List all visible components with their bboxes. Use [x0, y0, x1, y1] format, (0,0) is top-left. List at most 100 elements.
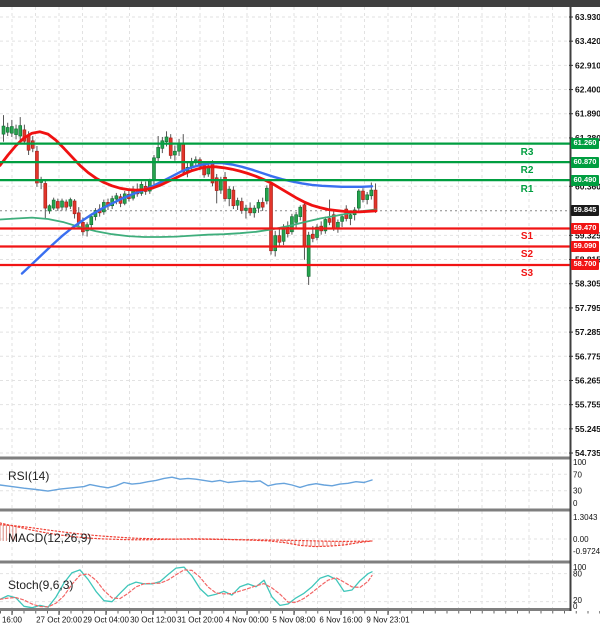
candle-body — [227, 188, 232, 199]
top-border — [0, 0, 600, 7]
time-tick-label: 4 Nov 00:00 — [225, 616, 269, 625]
candle-body — [256, 202, 261, 209]
rsi-tick-label: 70 — [573, 470, 582, 479]
ma-fast-red — [0, 130, 378, 214]
candle-body — [214, 177, 219, 191]
price-tick-label: 57.795 — [575, 303, 600, 313]
candle-body — [1, 125, 6, 135]
macd-tick-label: -0.9724 — [573, 547, 600, 556]
candle-body — [361, 190, 365, 200]
time-tick-label: 31 Oct 20:00 — [177, 616, 223, 625]
stoch-tick-label: 0 — [573, 602, 578, 611]
level-lines — [0, 142, 570, 267]
candle-body — [5, 127, 10, 133]
panel-separator — [0, 508, 571, 512]
price-tick-label: 56.775 — [575, 351, 600, 361]
price-tick-label: 61.380 — [575, 133, 600, 143]
ma-slow-green — [0, 208, 377, 238]
time-tick-label: 5 Nov 08:00 — [272, 616, 316, 625]
candle-body — [10, 126, 14, 134]
candle-body — [306, 234, 311, 277]
candle-body — [89, 216, 94, 225]
price-tick-label: 59.325 — [575, 230, 600, 240]
candle-body — [56, 201, 60, 209]
price-tick-label: 62.910 — [575, 60, 600, 70]
candle-body — [294, 214, 298, 223]
macd-tick-label: 0.00 — [573, 535, 589, 544]
candle-body — [181, 142, 186, 173]
candle-body — [223, 176, 227, 199]
time-tick-label: 6 Nov 16:00 — [319, 616, 363, 625]
candle-body — [265, 187, 269, 202]
candle-body — [340, 216, 344, 222]
moving-averages — [0, 130, 378, 275]
price-tick-label: 58.815 — [575, 255, 600, 265]
candle-body — [60, 200, 64, 208]
candle-body — [202, 165, 206, 176]
candle-body — [298, 206, 303, 217]
candle-body — [76, 212, 81, 223]
macd-signal-line — [0, 524, 373, 543]
candle-body — [336, 222, 340, 229]
candle-body — [47, 205, 52, 212]
candle-body — [168, 137, 173, 156]
candle-body — [315, 226, 319, 238]
rsi-tick-label: 30 — [573, 487, 582, 496]
rsi-tick-label: 100 — [573, 458, 587, 467]
price-tick-label: 60.360 — [575, 181, 600, 191]
macd-series — [0, 522, 373, 548]
stoch-series — [0, 566, 373, 609]
price-tick-label: 55.245 — [575, 424, 600, 434]
rsi-line — [0, 476, 373, 492]
price-tick-label: 63.420 — [575, 36, 600, 46]
candle-body — [51, 199, 56, 209]
candle-body — [248, 207, 252, 214]
price-tick-label: 63.930 — [575, 12, 600, 22]
price-tick-label: 55.755 — [575, 400, 600, 410]
frame — [0, 0, 600, 611]
candle-body — [356, 190, 361, 209]
price-tick-label: 58.305 — [575, 279, 600, 289]
macd-tick-label: 1.3043 — [573, 513, 598, 522]
price-tick-label: 56.265 — [575, 375, 600, 385]
candle-body — [277, 235, 282, 243]
price-tick-label: 61.890 — [575, 109, 600, 119]
candle-body — [348, 214, 353, 219]
candle-body — [302, 204, 307, 247]
time-tick-label: 27 Oct 20:00 — [36, 616, 82, 625]
candle-body — [68, 199, 73, 207]
candle-body — [43, 183, 48, 209]
candle-body — [35, 150, 39, 184]
candle-body — [14, 128, 18, 135]
price-tick-label: 57.285 — [575, 327, 600, 337]
candle-body — [156, 147, 160, 159]
stoch-tick-label: 80 — [573, 570, 582, 579]
ma-mid-blue — [20, 161, 374, 275]
time-tick-label: 30 Oct 12:00 — [130, 616, 176, 625]
stoch-tick-label: 20 — [573, 596, 582, 605]
panel-separator — [0, 456, 571, 460]
stoch-tick-label: 100 — [573, 563, 587, 572]
candle-body — [72, 200, 77, 215]
price-axis: 63.930 63.420 62.910 62.400 61.890 61.380 60.3… — [569, 12, 600, 458]
grid — [0, 7, 570, 608]
candle-body — [239, 201, 244, 211]
time-axis: 16:00 27 Oct 20:00 29 Oct 04:00 30 Oct 12:0… — [0, 611, 600, 625]
candle-body — [164, 136, 169, 143]
panel-separator — [0, 560, 571, 564]
candle-body — [177, 143, 181, 152]
candle-body — [18, 125, 23, 137]
panel-separator — [0, 608, 571, 611]
candle-body — [311, 233, 315, 239]
candle-body — [373, 189, 378, 212]
macd-line — [0, 522, 373, 548]
price-tick-label: 54.735 — [575, 448, 600, 458]
candle-body — [231, 189, 236, 207]
stoch-d-line — [0, 569, 373, 608]
rsi-tick-label: 0 — [573, 499, 578, 508]
candle-body — [323, 219, 328, 232]
candle-body — [114, 195, 119, 200]
